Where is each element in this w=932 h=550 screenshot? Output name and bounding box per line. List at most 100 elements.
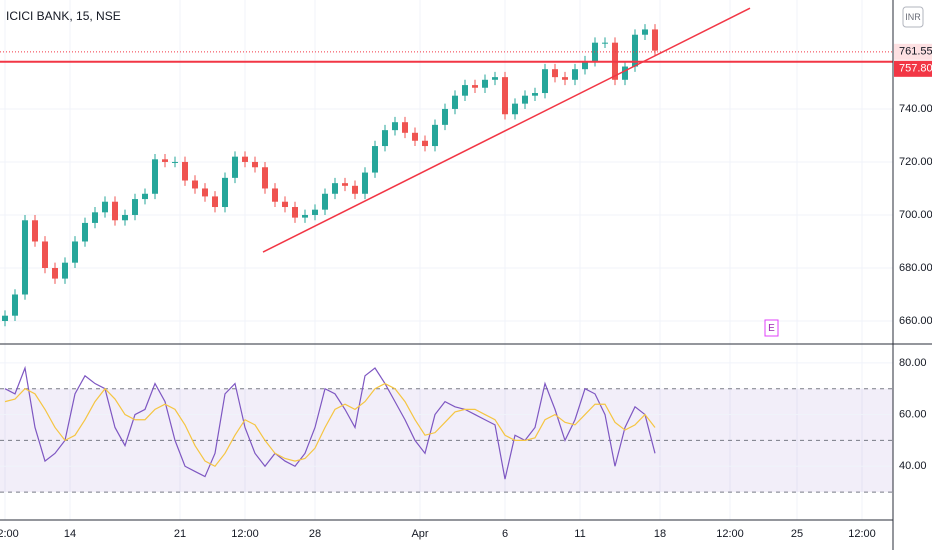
candle-body: [472, 85, 478, 88]
x-tick-label: 11: [574, 528, 585, 540]
candle-body: [272, 188, 278, 202]
candle-body: [212, 196, 218, 208]
candle-body: [352, 185, 358, 194]
candle-body: [42, 241, 48, 268]
candle-body: [302, 214, 308, 218]
candle-body: [182, 161, 188, 181]
candle-body: [532, 93, 538, 96]
candle-body: [202, 188, 208, 197]
candle-body: [522, 95, 528, 104]
candle-body: [582, 61, 588, 70]
chart-title: ICICI BANK, 15, NSE: [6, 9, 121, 23]
x-tick-label: 12:00: [848, 528, 876, 540]
x-tick-label: 25: [791, 528, 803, 540]
price-tag-label: 757.80: [899, 63, 932, 75]
candle-body: [632, 34, 638, 67]
candle-body: [652, 29, 658, 51]
candle-body: [242, 156, 248, 162]
rsi-tick-label: 40.00: [899, 460, 927, 472]
candle-body: [252, 161, 258, 168]
x-tick-label: 12:00: [0, 528, 19, 540]
candle-body: [492, 77, 498, 80]
candle-body: [542, 69, 548, 94]
candle-body: [312, 209, 318, 215]
candle-body: [62, 262, 68, 279]
candle-body: [322, 193, 328, 210]
candle-body: [562, 77, 568, 80]
axes: 12:00 14 21 12:00 28 Apr 6 11 18 12:00 25 12:00 660.…: [0, 43, 932, 540]
y-tick-label: 680.00: [899, 262, 932, 274]
candle-body: [292, 207, 298, 218]
earnings-marker[interactable]: [764, 319, 779, 337]
candle-body: [502, 77, 508, 115]
candle-body: [392, 122, 398, 131]
rsi-tick-label: 80.00: [899, 357, 927, 369]
x-tick-label: 14: [64, 528, 76, 540]
candle-body: [32, 220, 38, 242]
candle-body: [342, 183, 348, 186]
candle-body: [572, 69, 578, 80]
candle-body: [432, 124, 438, 147]
plot: [0, 7, 893, 480]
candle-body: [172, 161, 178, 163]
candle-body: [402, 122, 408, 133]
candle-body: [362, 172, 368, 194]
candle-body: [642, 29, 648, 35]
candle-body: [192, 180, 198, 189]
y-tick-label: 700.00: [899, 209, 932, 221]
x-tick-label: 18: [654, 528, 666, 540]
candle-body: [122, 214, 128, 221]
candle-body: [142, 193, 148, 200]
price-tag-label: 761.55: [899, 46, 932, 58]
x-tick-label: 6: [502, 528, 508, 540]
candle-body: [52, 267, 58, 279]
price-tag: [894, 60, 932, 77]
trendline: [262, 7, 751, 253]
x-tick-label: 12:00: [716, 528, 744, 540]
candle-body: [552, 69, 558, 78]
x-tick-label: 12:00: [231, 528, 259, 540]
candle-body: [162, 159, 168, 162]
rsi-line: [4, 382, 656, 468]
candle-body: [512, 103, 518, 115]
rsi-band: [0, 388, 893, 493]
rsi-line: [4, 365, 656, 480]
candle-body: [82, 222, 88, 242]
candle-body: [12, 294, 18, 316]
candle-body: [2, 315, 8, 321]
candle-body: [282, 201, 288, 208]
candle-body: [22, 220, 28, 295]
candle-body: [622, 66, 628, 80]
candle-body: [602, 42, 608, 44]
candle-body: [92, 212, 98, 223]
earnings-label[interactable]: E: [768, 323, 775, 334]
candle-body: [262, 167, 268, 189]
y-tick-label: 740.00: [899, 103, 932, 115]
candle-body: [232, 156, 238, 178]
x-tick-label: 28: [309, 528, 321, 540]
candle-body: [422, 140, 428, 147]
currency-button[interactable]: [902, 6, 924, 28]
candle-body: [72, 241, 78, 263]
candle-body: [382, 130, 388, 147]
x-tick-label: 21: [174, 528, 186, 540]
candle-body: [152, 159, 158, 194]
candle-body: [102, 201, 108, 213]
grid: [0, 0, 893, 520]
candle-body: [332, 183, 338, 194]
candle-body: [462, 85, 468, 96]
candle-body: [372, 146, 378, 173]
candle-body: [442, 108, 448, 125]
y-tick-label: 660.00: [899, 315, 932, 327]
currency-label[interactable]: INR: [905, 12, 921, 22]
x-tick-label: Apr: [411, 528, 428, 540]
candle-body: [452, 95, 458, 109]
y-tick-label: 720.00: [899, 156, 932, 168]
candle-body: [222, 177, 228, 208]
candle-body: [482, 79, 488, 88]
candle-body: [112, 201, 118, 221]
rsi-tick-label: 60.00: [899, 408, 927, 420]
price-tag: [894, 43, 932, 60]
